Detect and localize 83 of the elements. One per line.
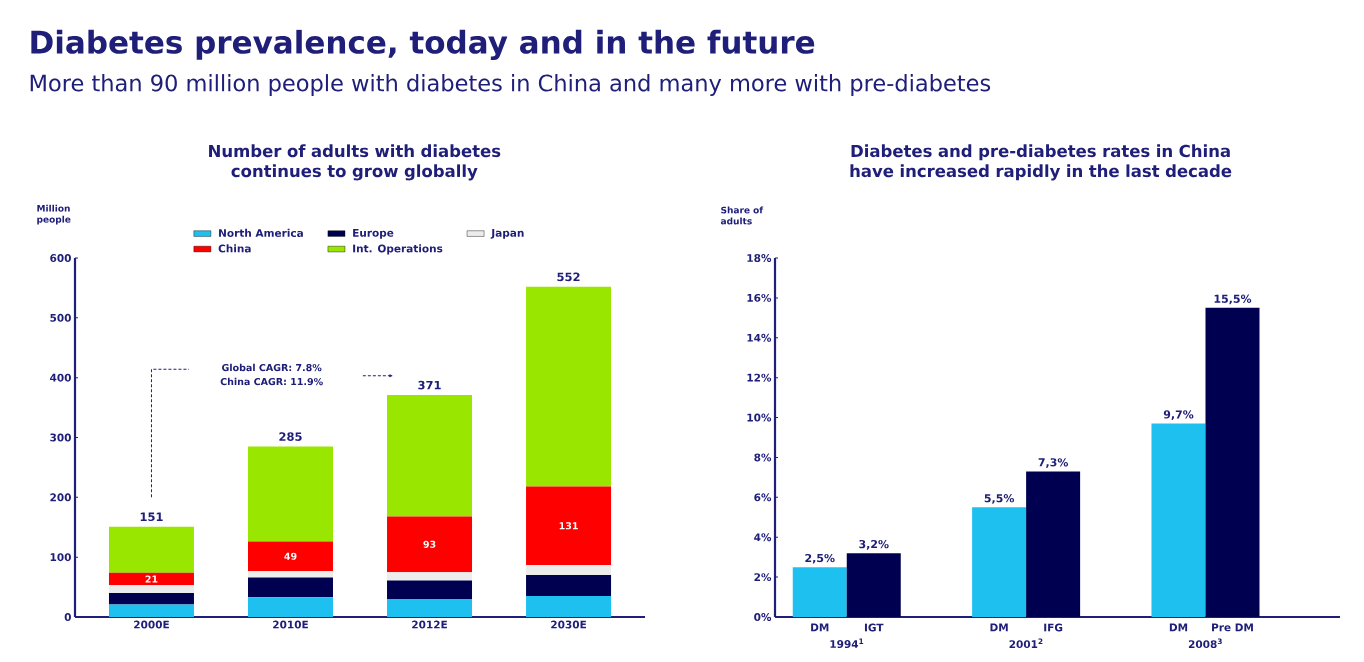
bar: [846, 553, 901, 617]
y-tick-label: 500: [50, 313, 71, 322]
text: Pre DM: [1212, 623, 1253, 632]
legend-label: Int. Operations: [353, 244, 443, 255]
y-tick-label: 0: [64, 613, 71, 621]
bar: [387, 580, 473, 600]
y-tick-label: 0%: [754, 613, 772, 621]
y-tick-label: 600: [50, 254, 71, 262]
x-tick-label: 1994$^{1}$: [830, 638, 864, 649]
x-tick-label: 2012E: [412, 620, 447, 629]
bar: [526, 575, 612, 597]
bar: [247, 541, 333, 571]
y-tick-label: 14%: [747, 333, 772, 342]
data-label: 3,2%: [859, 539, 889, 550]
bar: [387, 516, 473, 573]
bar: [387, 572, 473, 581]
text: IGT: [864, 623, 884, 632]
bar: [526, 596, 612, 617]
total-label: 371: [418, 380, 441, 390]
text: Diabetes prevalence, today and in the future: [31, 29, 815, 61]
x-tick-label: 2001$^{2}$: [1009, 638, 1043, 649]
y-tick-label: 12%: [747, 373, 772, 382]
y-tick-label: 18%: [747, 254, 772, 262]
bar: [108, 585, 194, 594]
legend-label: Europe: [353, 229, 394, 239]
x-tick-label: 2030E: [551, 620, 586, 629]
y-tick-label: 4%: [754, 533, 772, 542]
data-label: 5,5%: [984, 494, 1015, 504]
bar: [108, 572, 194, 586]
total-label: 151: [140, 512, 163, 522]
total-label: 552: [557, 272, 580, 282]
bar: [792, 567, 847, 617]
text: DM: [811, 623, 829, 632]
data-label: 49: [284, 552, 297, 560]
y-tick-label: 400: [50, 373, 71, 382]
text: IFG: [1044, 623, 1063, 632]
legend-label: China: [218, 244, 251, 253]
bar: [1151, 423, 1206, 617]
y-axis-title: Million people: [37, 204, 71, 225]
bar: [526, 486, 612, 565]
bar: [972, 507, 1027, 617]
bar: [247, 446, 333, 542]
bar: [1026, 471, 1081, 617]
x-tick-label: 2000E: [134, 620, 169, 629]
text: DM: [990, 623, 1008, 632]
legend-label: North America: [219, 228, 303, 237]
data-label: 7,3%: [1038, 458, 1069, 468]
bar: [1205, 307, 1260, 617]
bar: [387, 395, 473, 517]
bar: [247, 597, 333, 617]
bar: [526, 564, 612, 576]
data-label: 21: [145, 575, 158, 583]
data-label: 131: [559, 522, 578, 530]
y-axis-title: Share of adults: [720, 206, 764, 225]
bar: [108, 604, 194, 617]
legend-label: Japan: [490, 229, 524, 239]
y-tick-label: 8%: [754, 453, 772, 462]
bar: [526, 286, 612, 487]
data-label: 15,5%: [1214, 294, 1252, 305]
text: More than 90 million people with diabetes in China and many more with pre-diabetes: [30, 74, 991, 96]
bar: [387, 599, 473, 617]
chart-title: Number of adults with diabetes continues to grow globally: [209, 144, 501, 181]
y-tick-label: 2%: [754, 573, 772, 582]
bar: [247, 570, 333, 578]
text: DM: [1169, 623, 1188, 632]
y-tick-label: 300: [50, 433, 71, 442]
y-tick-label: 16%: [747, 293, 772, 302]
y-tick-label: 6%: [754, 493, 772, 502]
bar: [247, 577, 333, 598]
annotation: China CAGR: 11.9%: [220, 377, 323, 386]
y-tick-label: 10%: [747, 413, 772, 422]
y-tick-label: 200: [50, 493, 71, 502]
y-tick-label: 100: [50, 553, 71, 562]
x-tick-label: 2010E: [273, 620, 308, 629]
annotation: Global CAGR: 7.8%: [222, 363, 322, 372]
data-label: 2,5%: [805, 553, 835, 564]
chart-title: Diabetes and pre-diabetes rates in China have increased rapidly in the last decade: [850, 144, 1232, 181]
bar: [108, 526, 194, 573]
data-label: 93: [423, 540, 436, 548]
bar: [108, 593, 194, 605]
data-label: 9,7%: [1163, 410, 1194, 421]
total-label: 285: [279, 432, 302, 441]
x-tick-label: 2008$^{3}$: [1188, 638, 1222, 649]
